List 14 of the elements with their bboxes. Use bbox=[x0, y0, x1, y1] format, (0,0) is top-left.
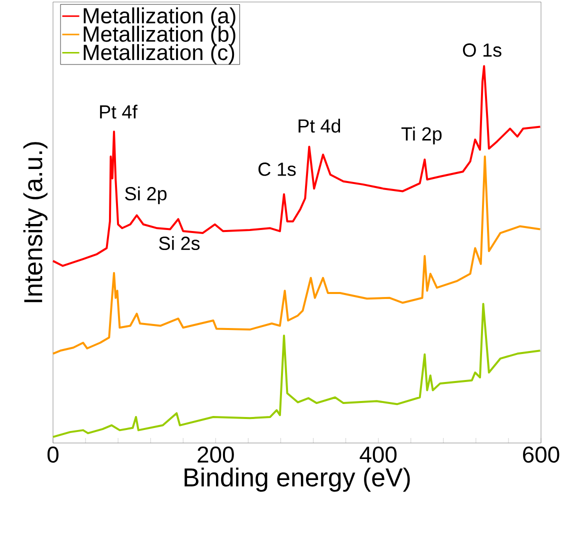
x-axis-title: Binding energy (eV) bbox=[184, 468, 410, 492]
annotation: Si 2p bbox=[125, 186, 167, 204]
annotation: Ti 2p bbox=[401, 126, 442, 144]
legend-label: Metallization (c) bbox=[84, 44, 234, 65]
annotation: Pt 4f bbox=[100, 104, 138, 119]
annotation: Si 2s bbox=[159, 236, 200, 250]
annotation: C 1s bbox=[258, 162, 296, 176]
annotation: Pt 4d bbox=[298, 118, 340, 133]
y-axis-title: Intensity (a.u.) bbox=[23, 142, 48, 302]
x-tick-label: 0 bbox=[48, 446, 58, 463]
x-tick-label: 400 bbox=[360, 446, 397, 463]
x-tick-label: 200 bbox=[198, 446, 234, 463]
annotation: O 1s bbox=[462, 43, 502, 57]
x-tick-label: 600 bbox=[523, 446, 560, 463]
